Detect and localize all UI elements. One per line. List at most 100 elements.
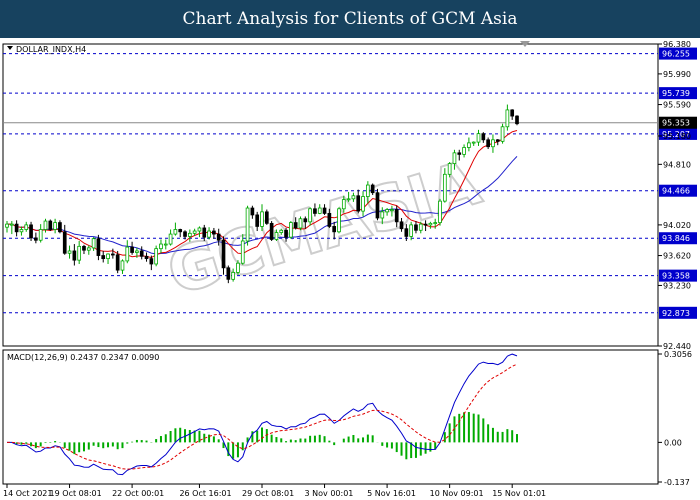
candle-body	[168, 233, 173, 245]
level-price-label: 93.358	[662, 272, 690, 281]
candle-body	[442, 173, 447, 202]
candle-body	[385, 209, 389, 213]
candle-body	[221, 239, 226, 269]
candle-body	[370, 184, 375, 194]
symbol-dropdown-icon[interactable]	[7, 46, 13, 50]
candle-body	[293, 222, 298, 229]
current-price-badge	[659, 116, 697, 129]
time-tick-label: 14 Oct 2021	[3, 489, 52, 498]
candle-body	[409, 224, 413, 237]
candle-body	[380, 211, 385, 219]
candle-body	[399, 221, 404, 230]
candle-body	[250, 207, 255, 216]
price-tick-label: 93.230	[663, 281, 691, 290]
candle-body	[130, 246, 134, 253]
candle-body	[135, 250, 139, 253]
candle-body	[361, 196, 365, 212]
candle-body	[481, 133, 486, 141]
time-tick-label: 22 Oct 00:01	[112, 489, 164, 498]
candle-body	[289, 222, 293, 238]
candle-body	[236, 262, 240, 273]
candle-body	[274, 232, 279, 240]
candle-body	[178, 229, 183, 233]
time-tick-label: 19 Oct 08:01	[50, 489, 102, 498]
level-price-badge	[659, 269, 697, 282]
candle-body	[505, 109, 510, 128]
time-tick-label: 15 Nov 01:01	[492, 489, 546, 498]
candle-body	[515, 115, 519, 125]
candle-body	[317, 207, 322, 214]
candle-body	[486, 139, 490, 148]
candle-body	[284, 229, 288, 238]
candle-body	[187, 232, 192, 237]
candle-body	[404, 228, 409, 237]
candle-body	[351, 195, 356, 200]
candle-body	[394, 209, 399, 223]
candle-body	[149, 258, 154, 265]
candle-body	[375, 192, 380, 219]
candle-body	[125, 246, 130, 262]
macd-label: MACD(12,26,9) 0.2437 0.2347 0.0090	[7, 353, 159, 362]
candle-body	[14, 223, 19, 233]
candle-body	[240, 240, 245, 264]
price-chart[interactable]: GCMASIA 96.25595.73995.20794.46693.84693…	[0, 38, 700, 500]
candle-body	[216, 233, 221, 241]
level-price-label: 95.739	[662, 89, 690, 98]
level-price-label: 94.466	[662, 187, 690, 196]
chart-shift-marker-icon[interactable]	[520, 41, 530, 47]
candle-body	[418, 223, 423, 231]
price-tick-label: 95.590	[663, 101, 691, 110]
candle-body	[428, 222, 433, 226]
candle-body	[447, 163, 452, 175]
candle-body	[212, 230, 216, 235]
candle-body	[231, 272, 235, 280]
candle-body	[115, 254, 120, 271]
candle-body	[346, 198, 351, 201]
level-price-badge	[659, 306, 697, 319]
candle-body	[245, 207, 250, 242]
candle-body	[111, 253, 115, 256]
price-tick-label: 93.620	[663, 252, 691, 261]
price-tick-label: 95.990	[663, 70, 691, 79]
price-tick-label: 94.810	[663, 160, 691, 169]
candle-body	[29, 224, 33, 239]
macd-signal-line	[7, 363, 518, 470]
macd-tick-label: 0.00	[664, 438, 682, 447]
candle-body	[452, 152, 457, 164]
candle-body	[457, 152, 462, 155]
candle-body	[19, 229, 24, 233]
level-price-badge	[659, 87, 697, 100]
macd-line	[7, 353, 518, 476]
candle-body	[163, 243, 168, 246]
candle-body	[462, 147, 466, 155]
candle-body	[500, 126, 505, 142]
candle-body	[48, 220, 53, 230]
candle-body	[101, 255, 106, 260]
macd-indicator: 0.3056 0.00 -0.137	[7, 350, 692, 487]
price-tick-label: 96.380	[663, 40, 691, 49]
candle-body	[327, 212, 332, 227]
chart-title: Chart Analysis for Clients of GCM Asia	[0, 0, 700, 38]
candle-body	[38, 229, 43, 241]
candle-body	[154, 248, 158, 265]
candle-body	[255, 214, 260, 227]
candle-body	[183, 231, 187, 237]
candle-body	[144, 255, 149, 260]
level-price-label: 92.873	[662, 309, 690, 318]
candle-body	[433, 222, 438, 224]
time-tick-label: 29 Oct 08:01	[242, 489, 294, 498]
candle-body	[173, 229, 178, 235]
level-price-label: 95.207	[662, 130, 690, 139]
symbol-label: DOLLAR_INDX,H4	[16, 45, 86, 54]
candle-body	[356, 195, 361, 212]
time-tick-label: 10 Nov 09:01	[430, 489, 484, 498]
candle-body	[82, 245, 86, 251]
price-tick-label: 95.180	[663, 132, 691, 141]
candle-body	[414, 224, 418, 231]
candle-body	[269, 222, 274, 240]
candle-body	[322, 207, 327, 214]
candle-body	[77, 245, 82, 261]
price-tick-label: 92.440	[663, 342, 691, 351]
candles	[5, 104, 519, 284]
